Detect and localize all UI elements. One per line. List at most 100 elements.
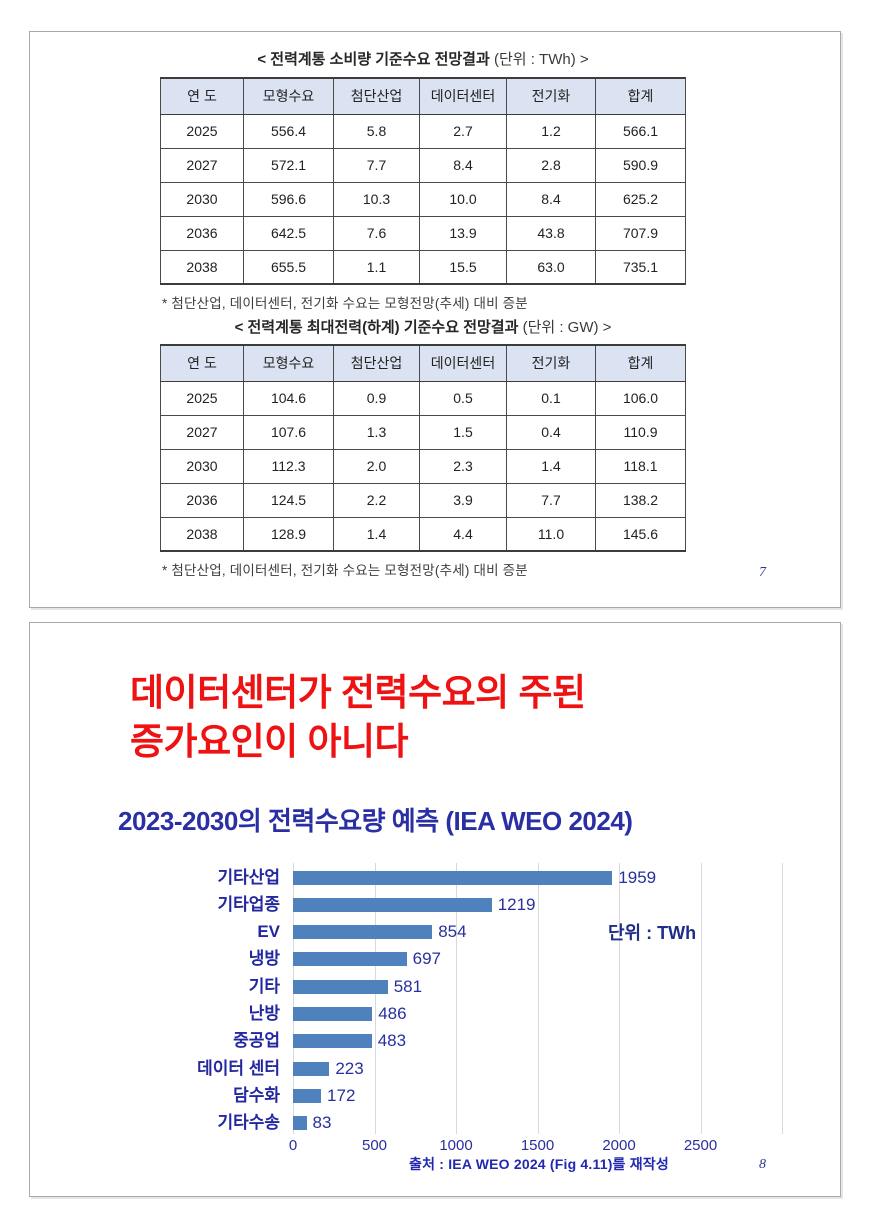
- table-cell: 2036: [160, 482, 244, 518]
- table-row: 2027 107.6 1.3 1.5 0.4 110.9: [160, 414, 686, 450]
- bar: [293, 1034, 372, 1049]
- table-cell: 2.0: [333, 448, 420, 484]
- table-cell: 63.0: [506, 249, 596, 285]
- table-cell: 15.5: [419, 249, 507, 285]
- table-cell: 2030: [160, 448, 244, 484]
- column-header: 연 도: [160, 344, 244, 382]
- table-cell: 5.8: [333, 113, 420, 149]
- bar: [293, 925, 433, 940]
- table-cell: 590.9: [595, 147, 686, 183]
- unit-label: 단위 : TWh: [608, 923, 697, 943]
- table-cell: 655.5: [243, 249, 334, 285]
- bar: [293, 870, 613, 885]
- table-cell: 13.9: [419, 215, 507, 251]
- category-label: 난방: [248, 1004, 280, 1023]
- column-header: 첨단산업: [333, 344, 420, 382]
- table-cell: 2036: [160, 215, 244, 251]
- bar: [293, 1088, 322, 1103]
- table-cell: 2025: [160, 113, 244, 149]
- bar: [293, 1061, 330, 1076]
- table-cell: 7.6: [333, 215, 420, 251]
- column-header: 데이터센터: [419, 77, 507, 115]
- value-label: 854: [438, 922, 467, 942]
- column-header: 모형수요: [243, 344, 334, 382]
- table-cell: 642.5: [243, 215, 334, 251]
- table-title-unit: (단위 : TWh) >: [489, 51, 589, 68]
- bar: [293, 1007, 373, 1021]
- table-cell: 7.7: [506, 482, 596, 518]
- slide-title: 데이터센터가 전력수요의 주된 증가요인이 아니다: [130, 669, 586, 767]
- table-cell: 11.0: [506, 516, 596, 552]
- value-label: 697: [412, 949, 441, 969]
- horizontal-bar-chart: 기타산업 1959 기타업종 1219 EV 854 냉방 697 기타 581 난방 486 중공업 4…: [30, 863, 842, 1168]
- table-cell: 625.2: [595, 181, 686, 217]
- table-header-row: 연 도 모형수요 첨단산업 데이터센터 전기화 합계: [160, 344, 686, 382]
- bar: [293, 1116, 307, 1131]
- x-axis-tick-label: 2000: [602, 1137, 636, 1154]
- bar: [293, 952, 407, 967]
- table-title-consumption: < 전력계통 소비량 기준수요 전망결과 (단위 : TWh) >: [160, 48, 686, 69]
- table-title-text: < 전력계통 소비량 기준수요 전망결과: [257, 51, 490, 68]
- x-axis-tick-label: 0: [288, 1137, 298, 1154]
- slide-page-7: < 전력계통 소비량 기준수요 전망결과 (단위 : TWh) > 연 도 모형수…: [29, 31, 841, 608]
- x-axis-tick-label: 1500: [520, 1137, 555, 1154]
- table-cell: 0.5: [419, 380, 507, 416]
- table-cell: 2027: [160, 147, 244, 183]
- table-cell: 1.3: [333, 414, 420, 450]
- table-cell: 107.6: [243, 414, 334, 450]
- table-cell: 572.1: [243, 147, 334, 183]
- category-label: 기타업종: [217, 894, 280, 914]
- gridline: [374, 863, 376, 1134]
- table-cell: 2027: [160, 414, 244, 450]
- table-cell: 106.0: [595, 380, 686, 416]
- gridline: [619, 863, 620, 1134]
- table-cell: 2025: [160, 380, 244, 416]
- category-label: 기타: [248, 976, 280, 996]
- table-cell: 1.4: [333, 516, 420, 552]
- table-cell: 10.3: [333, 181, 420, 217]
- value-label: 1219: [497, 894, 536, 914]
- table-cell: 8.4: [506, 181, 596, 217]
- category-label: 담수화: [233, 1085, 280, 1105]
- table-row: 2036 642.5 7.6 13.9 43.8 707.9: [160, 215, 686, 251]
- category-label: 냉방: [248, 949, 280, 969]
- table-cell: 104.6: [243, 380, 334, 416]
- table-row: 2030 112.3 2.0 2.3 1.4 118.1: [160, 448, 686, 484]
- table-row: 2025 104.6 0.9 0.5 0.1 106.0: [160, 380, 686, 416]
- value-label: 483: [377, 1031, 407, 1051]
- category-label: EV: [257, 922, 280, 942]
- table-cell: 2.3: [419, 448, 507, 484]
- table-cell: 556.4: [243, 113, 334, 149]
- peak-demand-forecast-table: 연 도 모형수요 첨단산업 데이터센터 전기화 합계 2025 104.6 0.9 0.5 0.1 1…: [160, 344, 686, 552]
- table-cell: 4.4: [419, 516, 507, 552]
- table-row: 2038 128.9 1.4 4.4 11.0 145.6: [160, 516, 686, 552]
- table-title-peak: < 전력계통 최대전력(하계) 기준수요 전망결과 (단위 : GW) >: [160, 316, 686, 337]
- bar: [293, 979, 388, 994]
- gridline: [782, 863, 783, 1134]
- table-cell: 110.9: [595, 414, 686, 450]
- table-row: 2027 572.1 7.7 8.4 2.8 590.9: [160, 147, 686, 183]
- table-cell: 124.5: [243, 482, 334, 518]
- category-label: 중공업: [233, 1031, 280, 1051]
- consumption-demand-forecast-table: 연 도 모형수요 첨단산업 데이터센터 전기화 합계 2025 556.4 5.8 2.7 1.2 5…: [160, 77, 686, 285]
- category-label: 기타수송: [217, 1113, 280, 1133]
- table-row: 2030 596.6 10.3 10.0 8.4 625.2: [160, 181, 686, 217]
- value-label: 581: [393, 976, 423, 996]
- gridline: [456, 863, 457, 1134]
- table-cell: 118.1: [595, 448, 686, 484]
- table-cell: 8.4: [419, 147, 507, 183]
- table-cell: 2038: [160, 249, 244, 285]
- table-cell: 0.4: [506, 414, 596, 450]
- category-label: 기타산업: [217, 867, 280, 887]
- table-cell: 128.9: [243, 516, 334, 552]
- table-cell: 10.0: [419, 181, 507, 217]
- category-label: 데이터 센터: [197, 1058, 280, 1078]
- bar: [293, 897, 492, 912]
- page-number: 7: [759, 565, 766, 580]
- table-cell: 138.2: [595, 482, 686, 518]
- column-header: 합계: [595, 77, 686, 115]
- source-caption: 출처 : IEA WEO 2024 (Fig 4.11)를 재작성: [409, 1156, 669, 1172]
- table-cell: 566.1: [595, 113, 686, 149]
- column-header: 모형수요: [243, 77, 334, 115]
- slide-page-8: 데이터센터가 전력수요의 주된 증가요인이 아니다 2023-2030의 전력수…: [29, 622, 841, 1197]
